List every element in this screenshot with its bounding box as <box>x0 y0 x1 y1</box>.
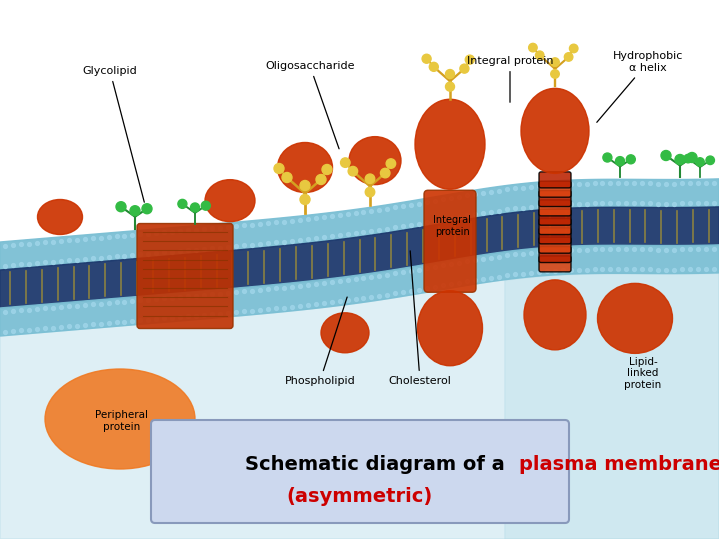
FancyBboxPatch shape <box>539 256 571 272</box>
Circle shape <box>615 157 625 165</box>
Circle shape <box>178 199 187 209</box>
Circle shape <box>201 201 210 210</box>
Ellipse shape <box>37 199 83 234</box>
Circle shape <box>422 54 431 63</box>
Ellipse shape <box>597 284 672 354</box>
Text: Integral protein: Integral protein <box>467 56 553 102</box>
FancyBboxPatch shape <box>539 209 571 225</box>
Ellipse shape <box>205 179 255 222</box>
FancyBboxPatch shape <box>539 190 571 206</box>
Circle shape <box>684 154 692 163</box>
Circle shape <box>365 174 375 183</box>
FancyBboxPatch shape <box>424 190 476 292</box>
FancyBboxPatch shape <box>539 172 571 188</box>
Circle shape <box>603 153 612 162</box>
Text: Integral
protein: Integral protein <box>433 215 471 237</box>
FancyBboxPatch shape <box>539 181 571 197</box>
Circle shape <box>429 63 439 71</box>
FancyBboxPatch shape <box>539 228 571 244</box>
Text: Peripheral
protein: Peripheral protein <box>96 410 149 432</box>
Circle shape <box>706 156 715 164</box>
Circle shape <box>661 150 671 161</box>
Circle shape <box>365 188 375 197</box>
Text: Lipid-
linked
protein: Lipid- linked protein <box>624 357 661 390</box>
Text: Glycolipid: Glycolipid <box>83 66 145 202</box>
Text: Schematic diagram of a: Schematic diagram of a <box>245 454 511 473</box>
FancyBboxPatch shape <box>539 246 571 262</box>
Circle shape <box>551 70 559 78</box>
Circle shape <box>130 206 140 216</box>
Circle shape <box>322 164 332 175</box>
Circle shape <box>626 155 636 164</box>
Circle shape <box>528 43 537 52</box>
Ellipse shape <box>524 280 586 350</box>
Circle shape <box>446 70 454 79</box>
Circle shape <box>316 175 326 184</box>
FancyBboxPatch shape <box>539 237 571 253</box>
Circle shape <box>300 181 310 190</box>
Text: Hydrophobic
α helix: Hydrophobic α helix <box>597 51 683 122</box>
Circle shape <box>460 64 469 73</box>
Ellipse shape <box>278 142 332 192</box>
Circle shape <box>191 203 199 212</box>
Circle shape <box>696 158 704 166</box>
Ellipse shape <box>45 369 195 469</box>
Text: plasma membrane: plasma membrane <box>519 454 719 473</box>
Circle shape <box>282 172 292 183</box>
Circle shape <box>446 82 454 91</box>
Circle shape <box>687 153 697 162</box>
Circle shape <box>142 204 152 214</box>
Circle shape <box>569 44 578 53</box>
Circle shape <box>551 58 559 66</box>
Text: Phospholipid: Phospholipid <box>285 297 355 386</box>
Text: Oligosaccharide: Oligosaccharide <box>265 61 354 149</box>
Text: Cholesterol: Cholesterol <box>388 251 452 386</box>
Ellipse shape <box>321 313 369 353</box>
Circle shape <box>348 167 357 176</box>
Circle shape <box>386 159 395 168</box>
Circle shape <box>116 202 126 212</box>
Ellipse shape <box>521 88 589 174</box>
Circle shape <box>341 158 350 168</box>
Circle shape <box>465 55 475 64</box>
Ellipse shape <box>349 137 401 185</box>
Ellipse shape <box>415 99 485 189</box>
Circle shape <box>380 168 390 178</box>
Circle shape <box>675 155 685 164</box>
Text: (asymmetric): (asymmetric) <box>287 487 433 507</box>
Circle shape <box>536 51 544 59</box>
Ellipse shape <box>418 291 482 366</box>
FancyBboxPatch shape <box>539 200 571 216</box>
Circle shape <box>274 163 284 174</box>
Circle shape <box>564 53 573 61</box>
FancyBboxPatch shape <box>151 420 569 523</box>
Circle shape <box>300 195 310 204</box>
FancyBboxPatch shape <box>539 218 571 234</box>
FancyBboxPatch shape <box>137 224 233 329</box>
